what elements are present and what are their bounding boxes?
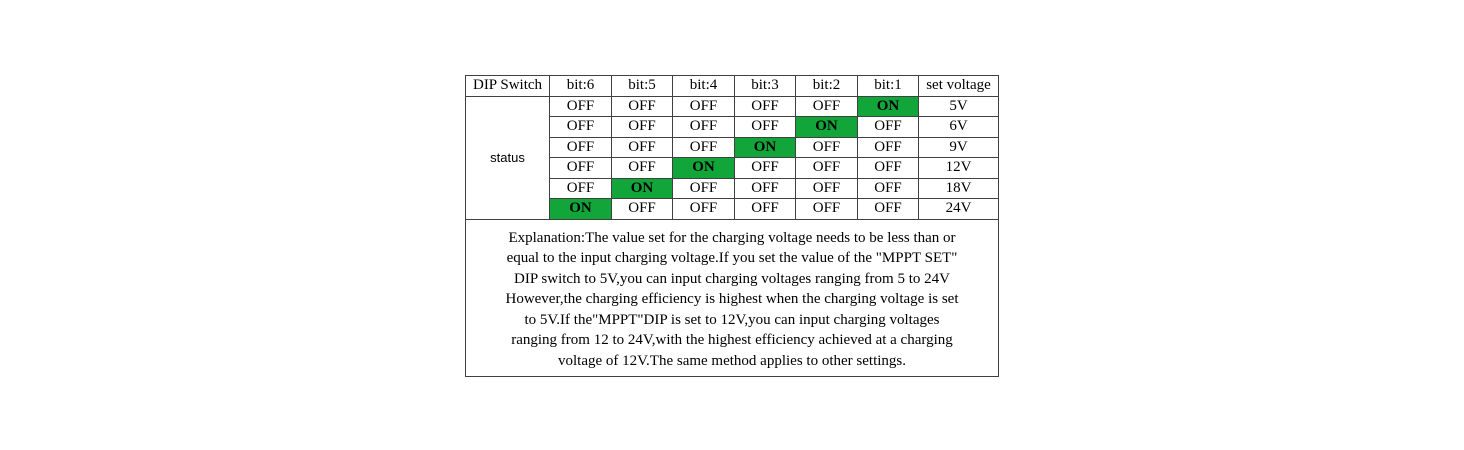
header-bit-1: bit:1 [857,75,919,97]
bit-cell: OFF [672,177,735,199]
bit-cell: ON [857,95,919,117]
header-bit-4: bit:4 [672,75,735,97]
bit-cell: OFF [795,177,858,199]
bit-cell: OFF [611,157,673,179]
explanation-line: Explanation:The value set for the chargi… [508,229,956,246]
bit-cell: OFF [611,95,673,117]
bit-cell: OFF [857,136,919,158]
bit-cell: OFF [795,157,858,179]
header-bit-6: bit:6 [549,75,612,97]
header-bit-5: bit:5 [611,75,673,97]
bit-cell: OFF [795,136,858,158]
dip-switch-table: DIP Switch bit:6 bit:5 bit:4 bit:3 bit:2… [465,75,999,377]
bit-cell: ON [795,116,858,138]
header-set-voltage: set voltage [918,75,999,97]
status-label: status [465,95,550,220]
bit-cell: OFF [734,198,796,220]
bit-cell: OFF [611,136,673,158]
bit-cell: OFF [734,116,796,138]
bit-cell: OFF [734,177,796,199]
explanation-line: to 5V.If the"MPPT"DIP is set to 12V,you … [524,311,940,328]
bit-cell: ON [611,177,673,199]
header-bit-3: bit:3 [734,75,796,97]
explanation-line: DIP switch to 5V,you can input charging … [514,270,950,287]
voltage-cell: 6V [918,116,999,138]
bit-cell: OFF [672,116,735,138]
bit-cell: OFF [611,116,673,138]
bit-cell: OFF [549,177,612,199]
voltage-cell: 18V [918,177,999,199]
bit-cell: OFF [857,157,919,179]
explanation-row: Explanation:The value set for the chargi… [465,218,999,377]
voltage-cell: 9V [918,136,999,158]
bit-cell: OFF [672,136,735,158]
bit-cell: OFF [795,95,858,117]
bit-cell: OFF [734,157,796,179]
explanation-line: ranging from 12 to 24V,with the highest … [511,332,953,348]
bit-cell: OFF [857,198,919,220]
bit-cell: OFF [672,95,735,117]
table-row: OFF OFF OFF OFF ON OFF 6V [466,116,999,138]
header-dip-switch: DIP Switch [465,75,550,97]
bit-cell: OFF [795,198,858,220]
bit-cell: OFF [549,136,612,158]
bit-cell: OFF [734,95,796,117]
header-row: DIP Switch bit:6 bit:5 bit:4 bit:3 bit:2… [465,75,999,97]
table-row: ON OFF OFF OFF OFF OFF 24V [466,198,999,220]
bit-cell: OFF [549,116,612,138]
bit-cell: OFF [549,95,612,117]
bit-cell: OFF [857,116,919,138]
explanation-text: Explanation:The value set for the chargi… [465,218,999,377]
explanation-line: However,the charging efficiency is highe… [505,291,959,307]
header-bit-2: bit:2 [795,75,858,97]
voltage-cell: 12V [918,157,999,179]
table-row: status OFF OFF OFF OFF OFF ON 5V [465,95,999,220]
bit-cell: OFF [611,198,673,220]
bit-cell: OFF [857,177,919,199]
voltage-cell: 24V [918,198,999,220]
voltage-cell: 5V [918,95,999,117]
bit-cell: ON [672,157,735,179]
bit-cell: ON [549,198,612,220]
explanation-line: equal to the input charging voltage.If y… [506,250,958,266]
explanation-line: voltage of 12V.The same method applies t… [558,352,906,369]
bit-cell: OFF [672,198,735,220]
bit-cell: OFF [549,157,612,179]
bit-cell: ON [734,136,796,158]
table-row: OFF OFF ON OFF OFF OFF 12V [466,157,999,179]
